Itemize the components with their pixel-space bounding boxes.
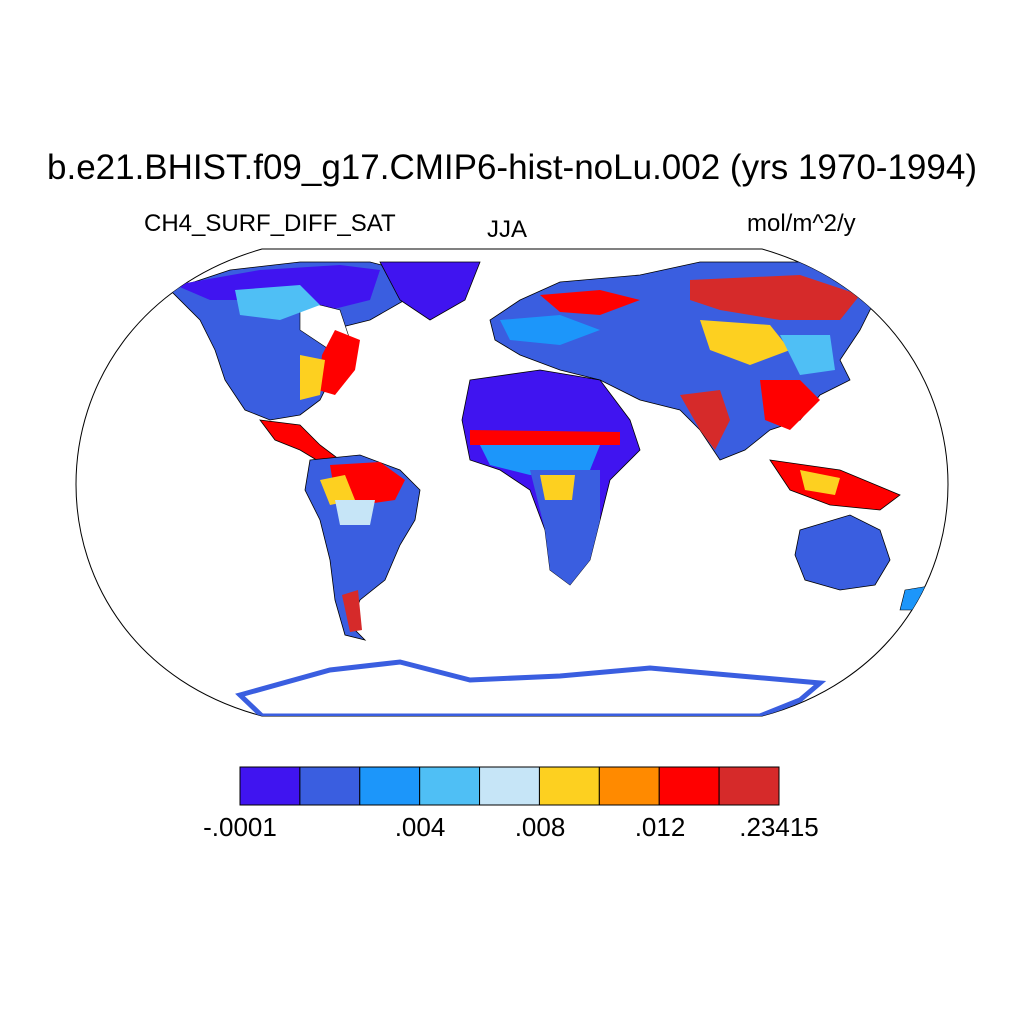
land-fields — [169, 261, 936, 716]
siberia-hot — [690, 275, 860, 320]
india-hot — [680, 390, 730, 450]
colorbar-box — [239, 766, 301, 806]
colorbar-box — [658, 766, 720, 806]
antarctica — [235, 659, 827, 716]
colorbar-box — [419, 766, 481, 806]
season-label: JJA — [487, 216, 528, 243]
europe-light — [500, 315, 600, 345]
indonesia-warm — [800, 470, 840, 495]
asia-warm — [700, 320, 790, 365]
east-us-hot — [318, 330, 360, 395]
west-africa — [480, 445, 600, 475]
units-label: mol/m^2/y — [747, 210, 856, 237]
colorbar-label: .008 — [514, 812, 566, 842]
greenland — [379, 261, 481, 321]
sahel-band — [470, 430, 620, 445]
congo-warm — [540, 475, 575, 500]
colorbar-box — [538, 766, 600, 806]
amazon-warm — [320, 475, 355, 505]
colorbar-label: -.0001 — [203, 812, 277, 842]
colorbar-box — [479, 766, 540, 806]
se-asia-hot — [760, 380, 820, 430]
colorbar-label: .004 — [394, 812, 446, 842]
colorbar-box — [299, 766, 361, 806]
canada-warm — [235, 285, 320, 320]
scandinavia-hot — [540, 290, 640, 315]
colorbar-box — [598, 766, 660, 806]
colorbar-box — [359, 766, 421, 806]
amazon-light — [335, 500, 375, 525]
east-us-warm — [300, 355, 325, 400]
plot-title: b.e21.BHIST.f09_g17.CMIP6-hist-noLu.002 … — [47, 148, 977, 187]
china-light — [780, 335, 835, 375]
colorbar-label: .23415 — [739, 812, 819, 842]
variable-name: CH4_SURF_DIFF_SAT — [144, 210, 396, 237]
australia — [794, 514, 891, 591]
colorbar-label: .012 — [634, 812, 686, 842]
patagonia-hot — [342, 590, 362, 632]
colorbar-box — [718, 766, 780, 806]
